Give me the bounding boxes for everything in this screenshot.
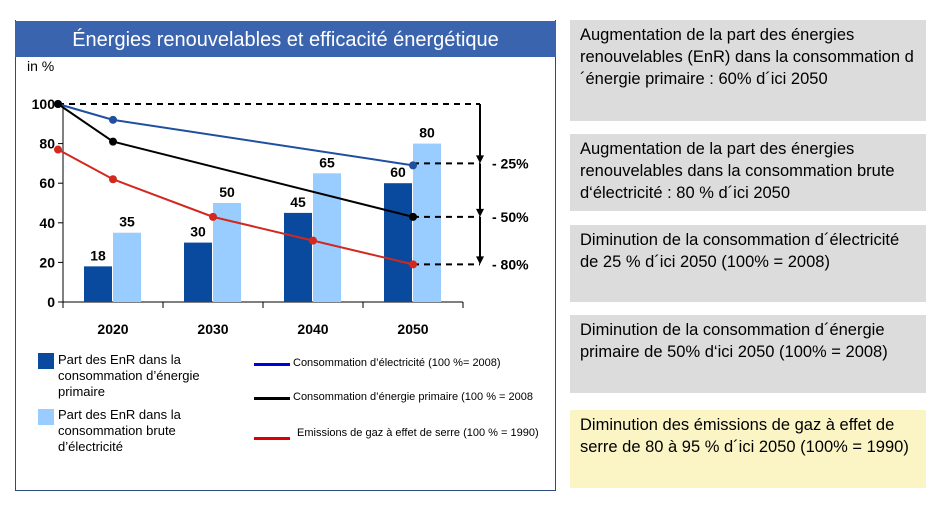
legend-label-enr-primary: Part des EnR dans la consommation d’éner…	[58, 352, 200, 399]
line-point	[309, 236, 317, 245]
reduction-label: - 25%	[492, 155, 529, 171]
x-tick-label: 2050	[397, 321, 428, 337]
x-tick-label: 2030	[197, 321, 228, 337]
y-tick-label: 80	[39, 136, 55, 152]
legend-label-enr-electricity: Part des EnR dans la consommation brute …	[58, 407, 181, 454]
chart-title: Énergies renouvelables et efficacité éne…	[15, 21, 556, 57]
line-point	[409, 161, 417, 170]
bar-label: 65	[319, 154, 335, 170]
info-box-1: Augmentation de la part des énergies ren…	[570, 20, 926, 121]
bar-primary	[84, 266, 112, 302]
y-tick-label: 20	[39, 254, 55, 270]
bar-label: 60	[390, 164, 406, 180]
bar-electricity	[413, 143, 441, 302]
bar-label: 35	[119, 214, 135, 230]
legend-swatch-enr-primary	[38, 353, 54, 369]
line-point	[209, 212, 217, 221]
x-tick-label: 2040	[297, 321, 328, 337]
y-tick-label: 0	[47, 294, 55, 310]
line-point	[109, 175, 117, 184]
bar-primary	[284, 212, 312, 302]
y-tick-label: 60	[39, 175, 55, 191]
legend-label-emissions: Emissions de gaz à effet de serre (100 %…	[297, 427, 539, 439]
bar-label: 80	[419, 125, 435, 141]
y-tick-label: 100	[32, 96, 56, 112]
legend-swatch-enr-electricity	[38, 409, 54, 425]
info-box-3: Diminution de la consommation d´électric…	[570, 225, 926, 302]
arrow-head	[476, 256, 484, 265]
line-point	[54, 100, 62, 108]
legend-label-primary-energy: Consommation d’énergie primaire (100 % =…	[293, 391, 533, 403]
line-point	[409, 212, 417, 221]
line-point	[109, 137, 117, 146]
line-point	[109, 115, 117, 124]
x-tick-label: 2020	[97, 321, 128, 337]
reduction-label: - 50%	[492, 209, 529, 225]
bar-label: 18	[90, 247, 106, 263]
reduction-label: - 80%	[492, 256, 529, 272]
legend-label-electricity: Consommation d’électricité (100 %= 2008)	[293, 357, 501, 369]
bar-label: 45	[290, 194, 306, 210]
chart-frame	[15, 20, 556, 491]
legend-line-primary-energy	[254, 397, 290, 400]
legend-line-electricity	[254, 363, 290, 366]
info-box-5: Diminution des émissions de gaz à effet …	[570, 410, 926, 488]
line-point	[409, 260, 417, 269]
y-axis-unit: in %	[27, 58, 55, 74]
info-box-2: Augmentation de la part des énergies ren…	[570, 134, 926, 211]
bar-primary	[184, 242, 212, 302]
line-point	[54, 145, 62, 154]
bar-label: 50	[219, 184, 235, 200]
legend-line-emissions	[254, 437, 290, 440]
y-tick-label: 40	[39, 215, 55, 231]
arrow-head	[476, 208, 484, 217]
arrow-head	[476, 155, 484, 164]
info-box-4: Diminution de la consommation d´énergie …	[570, 315, 926, 393]
bar-label: 30	[190, 224, 206, 240]
bar-electricity	[113, 232, 141, 302]
bar-primary	[384, 183, 412, 302]
line-series-0	[57, 103, 414, 167]
